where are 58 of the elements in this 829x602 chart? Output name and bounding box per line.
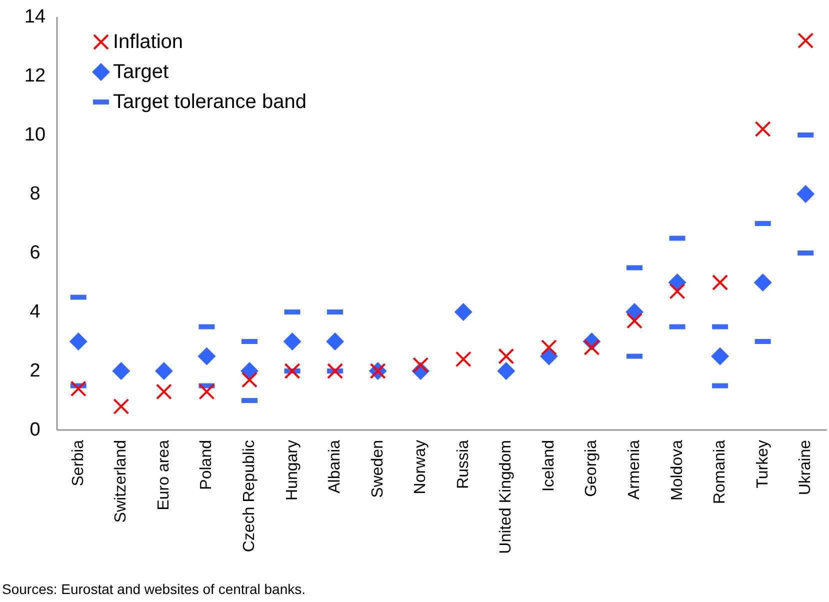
point	[412, 357, 429, 374]
x-tick-label: Poland	[198, 440, 216, 490]
x-tick-label: United Kingdom	[498, 440, 515, 554]
point	[754, 274, 772, 292]
point	[455, 351, 472, 368]
x-tick-label: Sweden	[369, 440, 386, 498]
y-tick-label: 12	[24, 66, 46, 86]
point	[283, 332, 302, 350]
x-tick-label: Armenia	[626, 440, 643, 500]
x-tick-label: Ukraine	[797, 440, 814, 496]
y-tick-label: 6	[30, 242, 40, 264]
point	[70, 380, 86, 397]
legend-label: Inflation	[113, 31, 184, 53]
x-tick-label: Moldova	[668, 440, 686, 500]
y-tick-label: 2	[30, 360, 40, 382]
y-tick-label: 0	[30, 420, 40, 440]
point	[626, 312, 642, 329]
point	[712, 274, 728, 290]
x-tick-label: Georgia	[583, 440, 600, 497]
point	[327, 363, 344, 379]
point	[242, 372, 258, 388]
point	[113, 398, 130, 414]
point	[584, 339, 600, 356]
y-tick-label: 10	[24, 124, 46, 146]
point	[498, 348, 514, 364]
legend-label: Target tolerance band	[113, 91, 306, 113]
x-tick-label: Switzerland	[112, 440, 130, 523]
point	[754, 121, 771, 138]
point	[540, 339, 557, 356]
y-tick-label: 4	[30, 302, 41, 322]
x-tick-label: Iceland	[540, 440, 558, 492]
x-tick-label: Albania	[326, 440, 344, 494]
x-tick-label: Euro area	[155, 440, 172, 510]
point	[198, 347, 216, 366]
source-note: Sources: Eurostat and websites of central banks.	[2, 581, 306, 597]
y-tick-label: 14	[24, 6, 46, 28]
y-tick-label: 8	[30, 184, 40, 204]
point	[69, 332, 88, 350]
x-tick-label: Norway	[412, 440, 430, 494]
point	[711, 347, 730, 366]
point	[669, 283, 686, 300]
point	[497, 362, 516, 380]
point	[798, 32, 814, 49]
legend-label: Target	[113, 61, 170, 83]
x-tick-label: Romania	[712, 440, 729, 504]
point	[154, 362, 173, 380]
point	[198, 384, 215, 400]
x-tick-label: Turkey	[754, 440, 772, 488]
point	[156, 384, 172, 400]
x-tick-label: Hungary	[284, 440, 301, 500]
point	[112, 362, 130, 380]
point	[326, 332, 344, 350]
x-tick-label: Serbia	[70, 440, 87, 486]
x-tick-label: Russia	[454, 440, 472, 489]
point	[796, 185, 815, 203]
point	[454, 303, 472, 321]
x-tick-label: Czech Republic	[241, 440, 258, 552]
point	[284, 363, 300, 379]
